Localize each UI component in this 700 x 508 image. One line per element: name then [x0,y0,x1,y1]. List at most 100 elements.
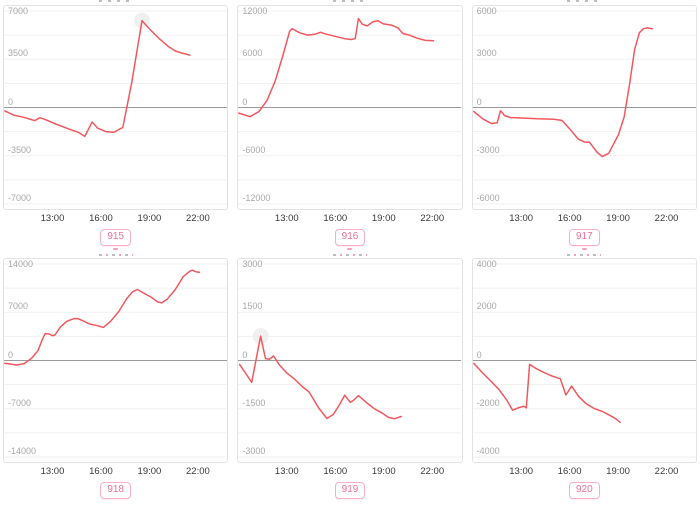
chart-tag-917[interactable]: 917 [568,229,600,246]
y-tick-label: -7000 [8,193,32,203]
y-tick-label: 3000 [242,259,263,269]
x-tick-label: 13:00 [509,213,534,224]
chart-plot-area [472,10,696,205]
tag-area-918: 918 [3,479,228,508]
chart-tag-915[interactable]: 915 [100,229,131,246]
y-tick-label: 6000 [476,6,497,16]
y-tick-label: 3000 [476,48,497,59]
chart-panel-919[interactable]: 3000 1500 0 -1500 -3000 [237,258,463,463]
tag-area-916: 916 [237,226,462,252]
x-tick-label: 22:00 [654,466,679,477]
y-tick-label: 6000 [242,48,263,59]
chart-plot-area [4,263,227,458]
chart-cell-919: 3000 1500 0 -1500 -3000 13:00 16:00 19:00 22:00… [237,252,463,508]
x-tick-label: 16:00 [323,466,348,477]
y-tick-label: 0 [476,349,482,360]
cropped-chart-title [237,252,462,258]
y-tick-label: 7000 [8,6,29,16]
series-line [4,269,201,366]
y-tick-label: 1500 [242,301,263,312]
x-tick-label: 13:00 [40,466,65,477]
x-tick-label: 22:00 [186,466,210,477]
chart-panel-915[interactable]: 7000 3500 0 -3500 -7000 [3,5,229,210]
y-tick-label: 7000 [8,301,29,312]
cropped-chart-title [472,0,697,5]
cropped-title-marks [567,0,602,2]
x-tick-label: 22:00 [186,213,210,224]
x-tick-label: 19:00 [371,466,396,477]
x-tick-label: 19:00 [606,466,630,477]
y-tick-label: 12000 [242,6,268,16]
cropped-title-marks [98,254,133,256]
x-tick-label: 16:00 [557,213,582,224]
x-tick-label: 19:00 [606,213,630,224]
cropped-title-marks [332,0,367,2]
tag-caret [113,248,119,250]
y-tick-label: 3500 [8,48,29,59]
x-tick-label: 13:00 [274,213,299,224]
x-tick-label: 22:00 [420,466,445,477]
x-axis-918: 13:00 16:00 19:00 22:00 [3,463,228,479]
chart-tag-916[interactable]: 916 [334,229,366,246]
y-tick-label: 0 [8,96,14,107]
y-tick-label: 0 [8,349,14,360]
x-axis-920: 13:00 16:00 19:00 22:00 [472,463,697,479]
chart-tag-920[interactable]: 920 [568,482,600,499]
tag-area-919: 919 [237,479,462,508]
cropped-chart-title [3,0,228,5]
series-line [472,27,653,158]
chart-cell-915: 7000 3500 0 -3500 -7000 13:00 16:00 19:00 22:00… [3,0,229,252]
chart-cell-917: 6000 3000 0 -3000 -6000 13:00 16:00 19:00 22:00… [471,0,697,252]
chart-cell-920: 4000 2000 0 -2000 -4000 13:00 16:00 19:00 22:00… [471,252,697,508]
cropped-title-marks [332,254,367,256]
cropped-chart-title [472,252,697,258]
chart-tag-919[interactable]: 919 [334,482,366,499]
x-tick-label: 16:00 [323,213,348,224]
cropped-chart-title [3,252,228,258]
y-tick-label: -1500 [242,397,266,408]
x-tick-label: 19:00 [371,213,396,224]
x-axis-917: 13:00 16:00 19:00 22:00 [472,210,697,226]
y-tick-label: -6000 [242,144,266,155]
chart-plot-area [472,263,696,458]
x-tick-label: 16:00 [89,213,113,224]
x-axis-916: 13:00 16:00 19:00 22:00 [237,210,462,226]
tag-area-917: 917 [472,226,697,252]
cropped-title-marks [98,0,133,2]
chart-cell-916: 12000 6000 0 -6000 -12000 13:00 16:00 19:00 22:… [237,0,463,252]
y-tick-label: -3000 [242,446,266,456]
y-tick-label: 4000 [476,259,497,269]
series-line [238,17,435,118]
x-tick-label: 22:00 [420,213,445,224]
y-tick-label: 2000 [476,301,497,312]
x-tick-label: 13:00 [509,466,534,477]
chart-panel-920[interactable]: 4000 2000 0 -2000 -4000 [471,258,697,463]
y-tick-label: -7000 [8,397,32,408]
y-tick-label: -14000 [8,446,37,456]
cropped-title-marks [567,254,602,256]
cropped-chart-title [237,0,462,5]
y-tick-label: -3000 [476,144,500,155]
chart-panel-917[interactable]: 6000 3000 0 -3000 -6000 [471,5,697,210]
y-tick-label: 0 [242,96,248,107]
chart-panel-918[interactable]: 14000 7000 0 -7000 -14000 [3,258,229,463]
x-tick-label: 16:00 [89,466,113,477]
chart-cell-918: 14000 7000 0 -7000 -14000 13:00 16:00 19:00 22:… [3,252,229,508]
y-tick-label: 0 [242,349,248,360]
x-axis-919: 13:00 16:00 19:00 22:00 [237,463,462,479]
x-tick-label: 13:00 [274,466,299,477]
tag-area-920: 920 [472,479,697,508]
y-tick-label: 0 [476,96,482,107]
chart-plot-area [4,10,227,205]
x-tick-label: 22:00 [654,213,679,224]
chart-tag-918[interactable]: 918 [100,482,131,499]
y-tick-label: -6000 [476,193,500,203]
chart-panel-916[interactable]: 12000 6000 0 -6000 -12000 [237,5,463,210]
x-axis-915: 13:00 16:00 19:00 22:00 [3,210,228,226]
y-tick-label: -2000 [476,397,500,408]
y-tick-label: -4000 [476,446,500,456]
y-tick-label: -12000 [242,193,271,203]
y-tick-label: -3500 [8,144,32,155]
tag-area-915: 915 [3,226,228,252]
